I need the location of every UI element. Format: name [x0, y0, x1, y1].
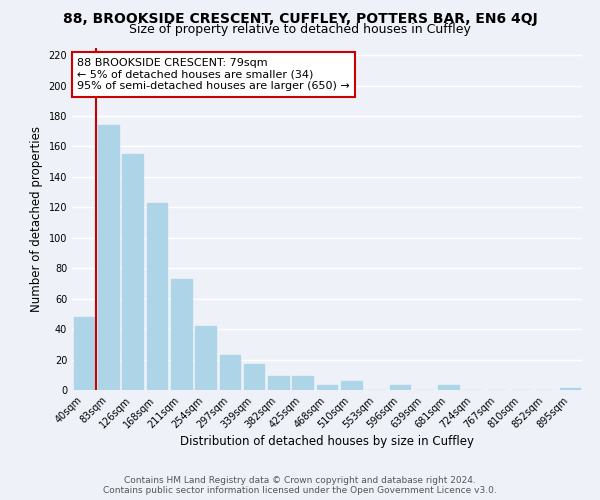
Text: 88 BROOKSIDE CRESCENT: 79sqm
← 5% of detached houses are smaller (34)
95% of sem: 88 BROOKSIDE CRESCENT: 79sqm ← 5% of det… — [77, 58, 350, 91]
Bar — [195, 326, 216, 390]
Bar — [560, 388, 580, 390]
Bar — [146, 203, 167, 390]
Bar — [244, 364, 265, 390]
Bar — [389, 386, 410, 390]
Text: 88, BROOKSIDE CRESCENT, CUFFLEY, POTTERS BAR, EN6 4QJ: 88, BROOKSIDE CRESCENT, CUFFLEY, POTTERS… — [62, 12, 538, 26]
Bar — [438, 386, 459, 390]
Bar — [98, 125, 119, 390]
Bar — [171, 279, 191, 390]
X-axis label: Distribution of detached houses by size in Cuffley: Distribution of detached houses by size … — [180, 436, 474, 448]
Bar — [122, 154, 143, 390]
Bar — [341, 381, 362, 390]
Text: Size of property relative to detached houses in Cuffley: Size of property relative to detached ho… — [129, 22, 471, 36]
Bar — [268, 376, 289, 390]
Bar — [292, 376, 313, 390]
Bar — [74, 317, 94, 390]
Bar — [317, 386, 337, 390]
Text: Contains HM Land Registry data © Crown copyright and database right 2024.
Contai: Contains HM Land Registry data © Crown c… — [103, 476, 497, 495]
Bar — [220, 355, 240, 390]
Y-axis label: Number of detached properties: Number of detached properties — [30, 126, 43, 312]
